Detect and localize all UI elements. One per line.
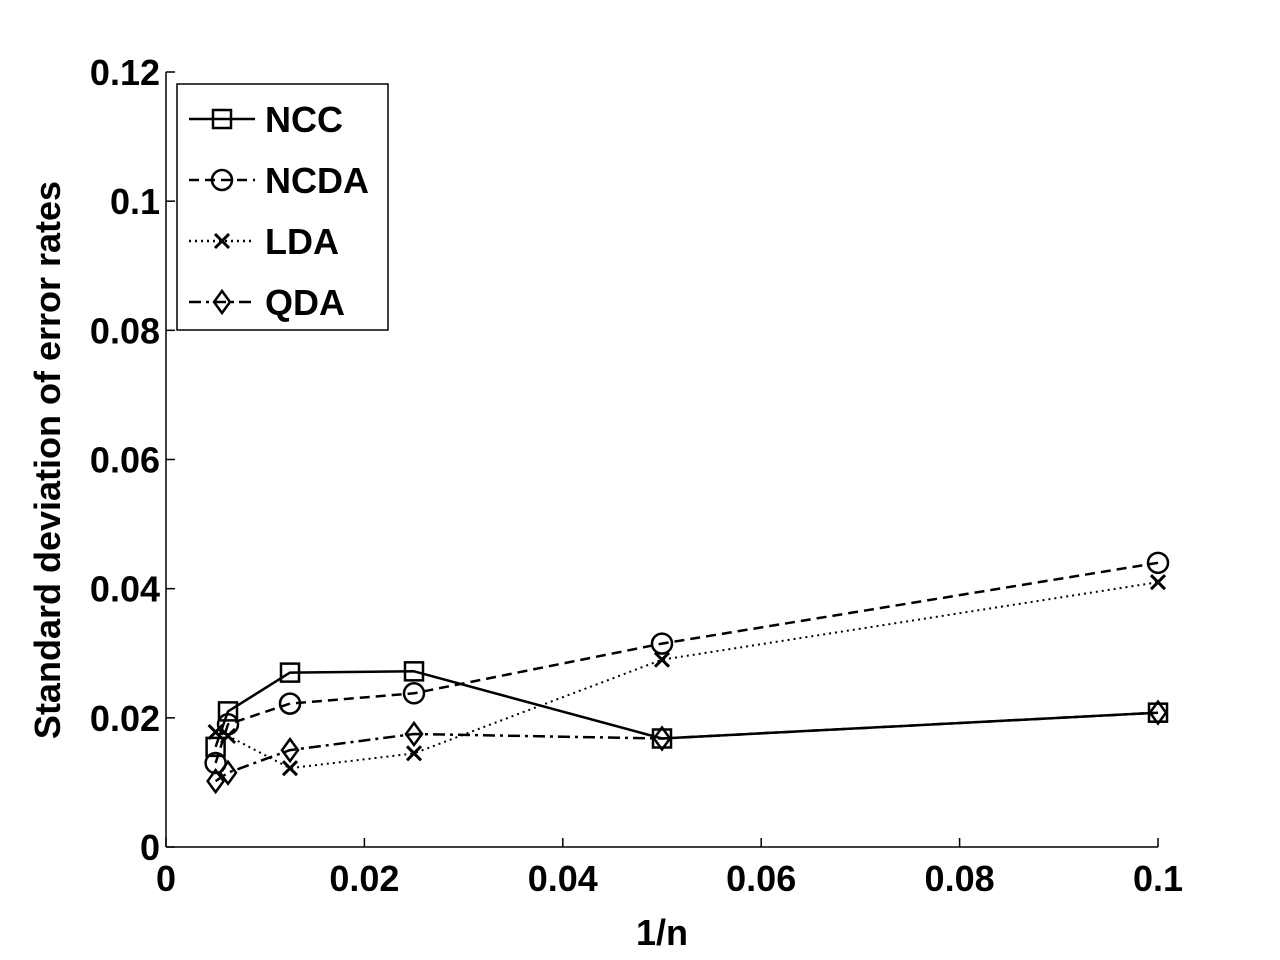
series-lda [207, 574, 1167, 777]
data-point [278, 692, 302, 715]
legend-marker [210, 168, 234, 192]
x-tick-label: 0.06 [726, 858, 796, 899]
data-point [218, 759, 238, 786]
axes: 0 0.02 0.04 0.06 0.08 0.1 0 0.02 0.04 0.06 0.08 0.1… [90, 52, 1183, 899]
legend-label: NCC [265, 99, 343, 140]
data-point [1149, 574, 1167, 591]
data-point [404, 720, 424, 748]
data-point [217, 701, 239, 722]
legend: NCC NCDA LDA QDA [176, 83, 389, 331]
data-point [280, 736, 300, 764]
data-point [1148, 699, 1168, 726]
data-point [281, 760, 299, 777]
data-point [405, 745, 423, 762]
data-point [207, 723, 224, 741]
series-line [215, 581, 1159, 770]
series-group [204, 551, 1170, 795]
x-tick-label: 0 [156, 858, 176, 899]
y-tick-label: 0.02 [90, 698, 160, 739]
data-point [206, 767, 226, 795]
legend-marker [211, 108, 233, 130]
data-point [650, 632, 674, 655]
legend-label: LDA [265, 221, 339, 262]
y-tick-label: 0.12 [90, 52, 160, 93]
y-tick-label: 0.08 [90, 310, 160, 351]
x-axis-label: 1/n [636, 912, 688, 953]
data-point [652, 725, 672, 752]
legend-entry-qda: QDA [189, 282, 345, 323]
legend-marker [213, 232, 231, 250]
data-point [1146, 551, 1170, 575]
series-line [214, 561, 1159, 764]
legend-entry-lda: LDA [189, 221, 339, 262]
data-point [402, 682, 426, 705]
data-point [205, 736, 226, 758]
data-point [219, 727, 237, 744]
legend-marker [212, 288, 232, 316]
legend-entry-ncda: NCDA [189, 160, 369, 201]
series-ncda [204, 551, 1170, 775]
y-tick-label: 0.04 [90, 569, 160, 610]
x-tick-label: 0.02 [329, 858, 399, 899]
legend-label: NCDA [265, 160, 369, 201]
legend-entry-ncc: NCC [189, 99, 343, 140]
data-point [653, 651, 671, 668]
x-tick-label: 0.1 [1133, 858, 1183, 899]
x-tick-label: 0.08 [925, 858, 995, 899]
legend-label: QDA [265, 282, 345, 323]
y-tick-label: 0.1 [110, 181, 160, 222]
series-qda [206, 699, 1168, 795]
data-point [279, 662, 301, 683]
y-tick-label: 0.06 [90, 440, 160, 481]
data-point [403, 661, 425, 682]
y-axis-label: Standard deviation of error rates [27, 181, 68, 739]
series-line [214, 711, 1159, 783]
x-tick-label: 0.04 [528, 858, 598, 899]
series-line [214, 670, 1159, 748]
y-tick-label: 0 [140, 827, 160, 868]
